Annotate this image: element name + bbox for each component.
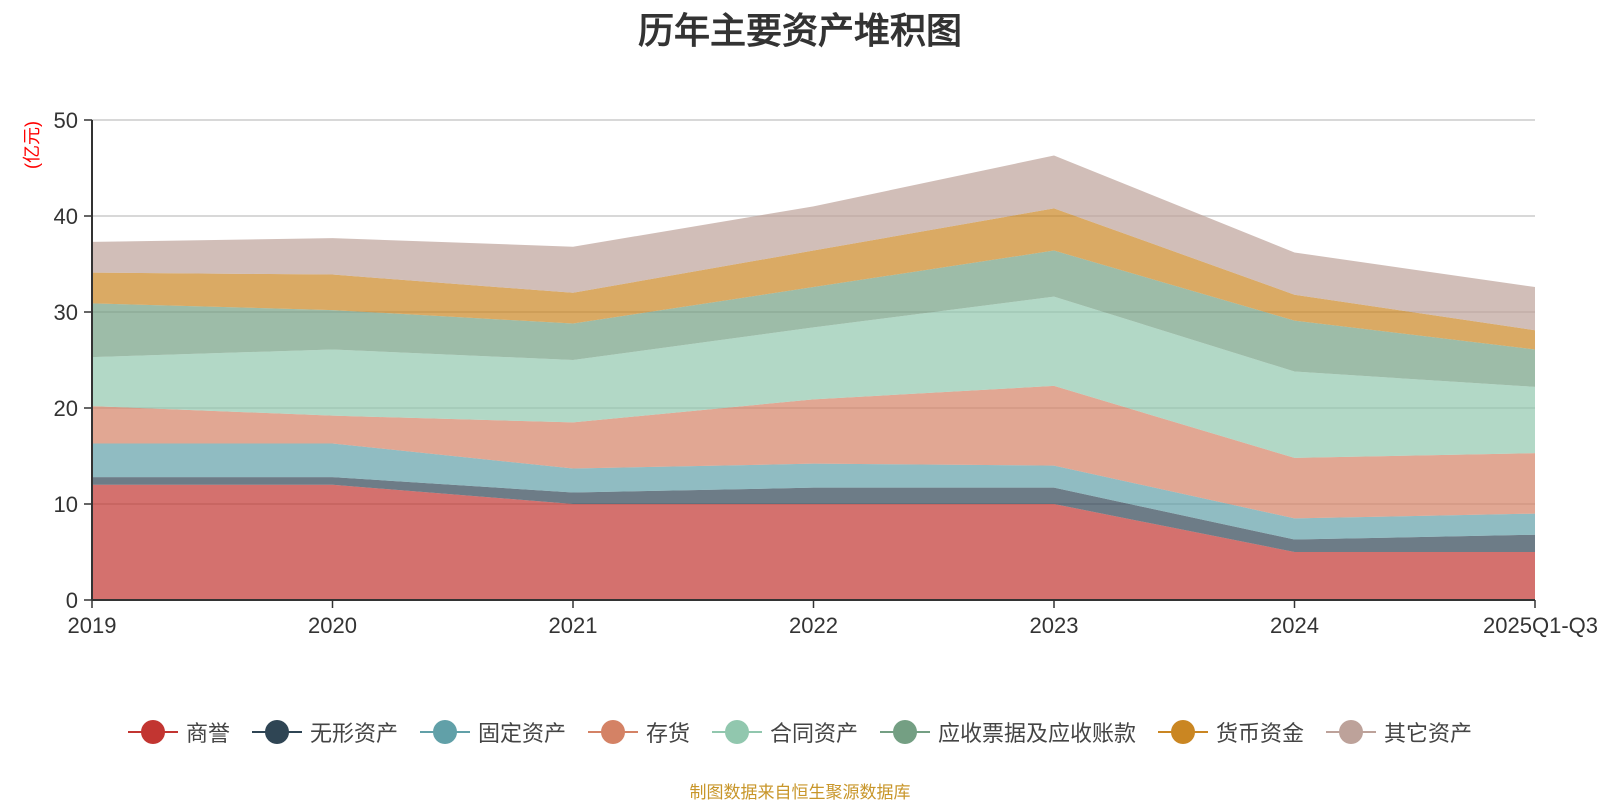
area-series-4 [92, 385, 1535, 519]
legend-marker-icon [1326, 720, 1377, 744]
legend-marker-icon [419, 720, 470, 744]
y-tick-label: 0 [66, 588, 78, 613]
legend-label: 货币资金 [1216, 722, 1305, 747]
y-tick-label: 10 [54, 492, 78, 517]
legend-marker-icon [251, 720, 302, 744]
area-series-8 [92, 155, 1535, 331]
y-tick-label: 30 [54, 300, 78, 325]
area-series-2 [92, 477, 1535, 552]
x-tick-label: 2022 [789, 613, 838, 638]
area-series-3 [92, 443, 1535, 540]
x-tick-label: 2019 [68, 613, 117, 638]
y-tick-label: 50 [54, 108, 78, 133]
legend-label: 其它资产 [1384, 722, 1473, 747]
chart-legend: 商誉 无形资产 固定资产 存货 合同资产 应收票据及应收账款 货币资金 其它资产 [0, 716, 1600, 748]
x-tick-label: 2025Q1-Q3 [1483, 613, 1598, 638]
legend-item-3[interactable]: 固定资产 [419, 716, 566, 748]
x-tick-label: 2024 [1270, 613, 1319, 638]
legend-item-1[interactable]: 商誉 [127, 716, 230, 748]
y-tick-label: 40 [54, 204, 78, 229]
x-tick-label: 2021 [549, 613, 598, 638]
area-series [92, 155, 1535, 600]
area-series-1 [92, 484, 1535, 600]
source-note: 制图数据来自恒生聚源数据库 [689, 783, 911, 803]
legend-item-7[interactable]: 货币资金 [1158, 716, 1304, 748]
legend-label: 固定资产 [477, 722, 566, 747]
area-series-7 [92, 208, 1535, 350]
legend-label: 合同资产 [770, 722, 859, 747]
legend-label: 商誉 [185, 722, 230, 747]
legend-item-4[interactable]: 存货 [587, 716, 690, 748]
legend-label: 存货 [645, 722, 690, 747]
legend-label: 无形资产 [309, 722, 398, 747]
legend-item-8[interactable]: 其它资产 [1326, 716, 1472, 748]
legend-marker-icon [880, 720, 931, 744]
y-tick-label: 20 [54, 396, 78, 421]
legend-marker-icon [1158, 720, 1209, 744]
legend-marker-icon [587, 720, 638, 744]
chart-title: 历年主要资产堆积图 [637, 11, 962, 52]
legend-marker-icon [712, 720, 762, 744]
x-tick-label: 2020 [308, 613, 357, 638]
legend-marker-icon [127, 720, 178, 744]
x-tick-label: 2023 [1030, 613, 1079, 638]
legend-item-5[interactable]: 合同资产 [712, 716, 858, 748]
area-series-5 [92, 296, 1535, 458]
legend-item-6[interactable]: 应收票据及应收账款 [880, 716, 1136, 748]
axes: 0 10 20 30 40 50 2019 2020 2021 2022 2023 2024 2025Q… [54, 108, 1598, 638]
y-axis-unit-label: (亿元) [22, 121, 42, 169]
area-series-6 [92, 250, 1535, 387]
legend-item-2[interactable]: 无形资产 [251, 716, 398, 748]
legend-label: 应收票据及应收账款 [938, 722, 1137, 747]
